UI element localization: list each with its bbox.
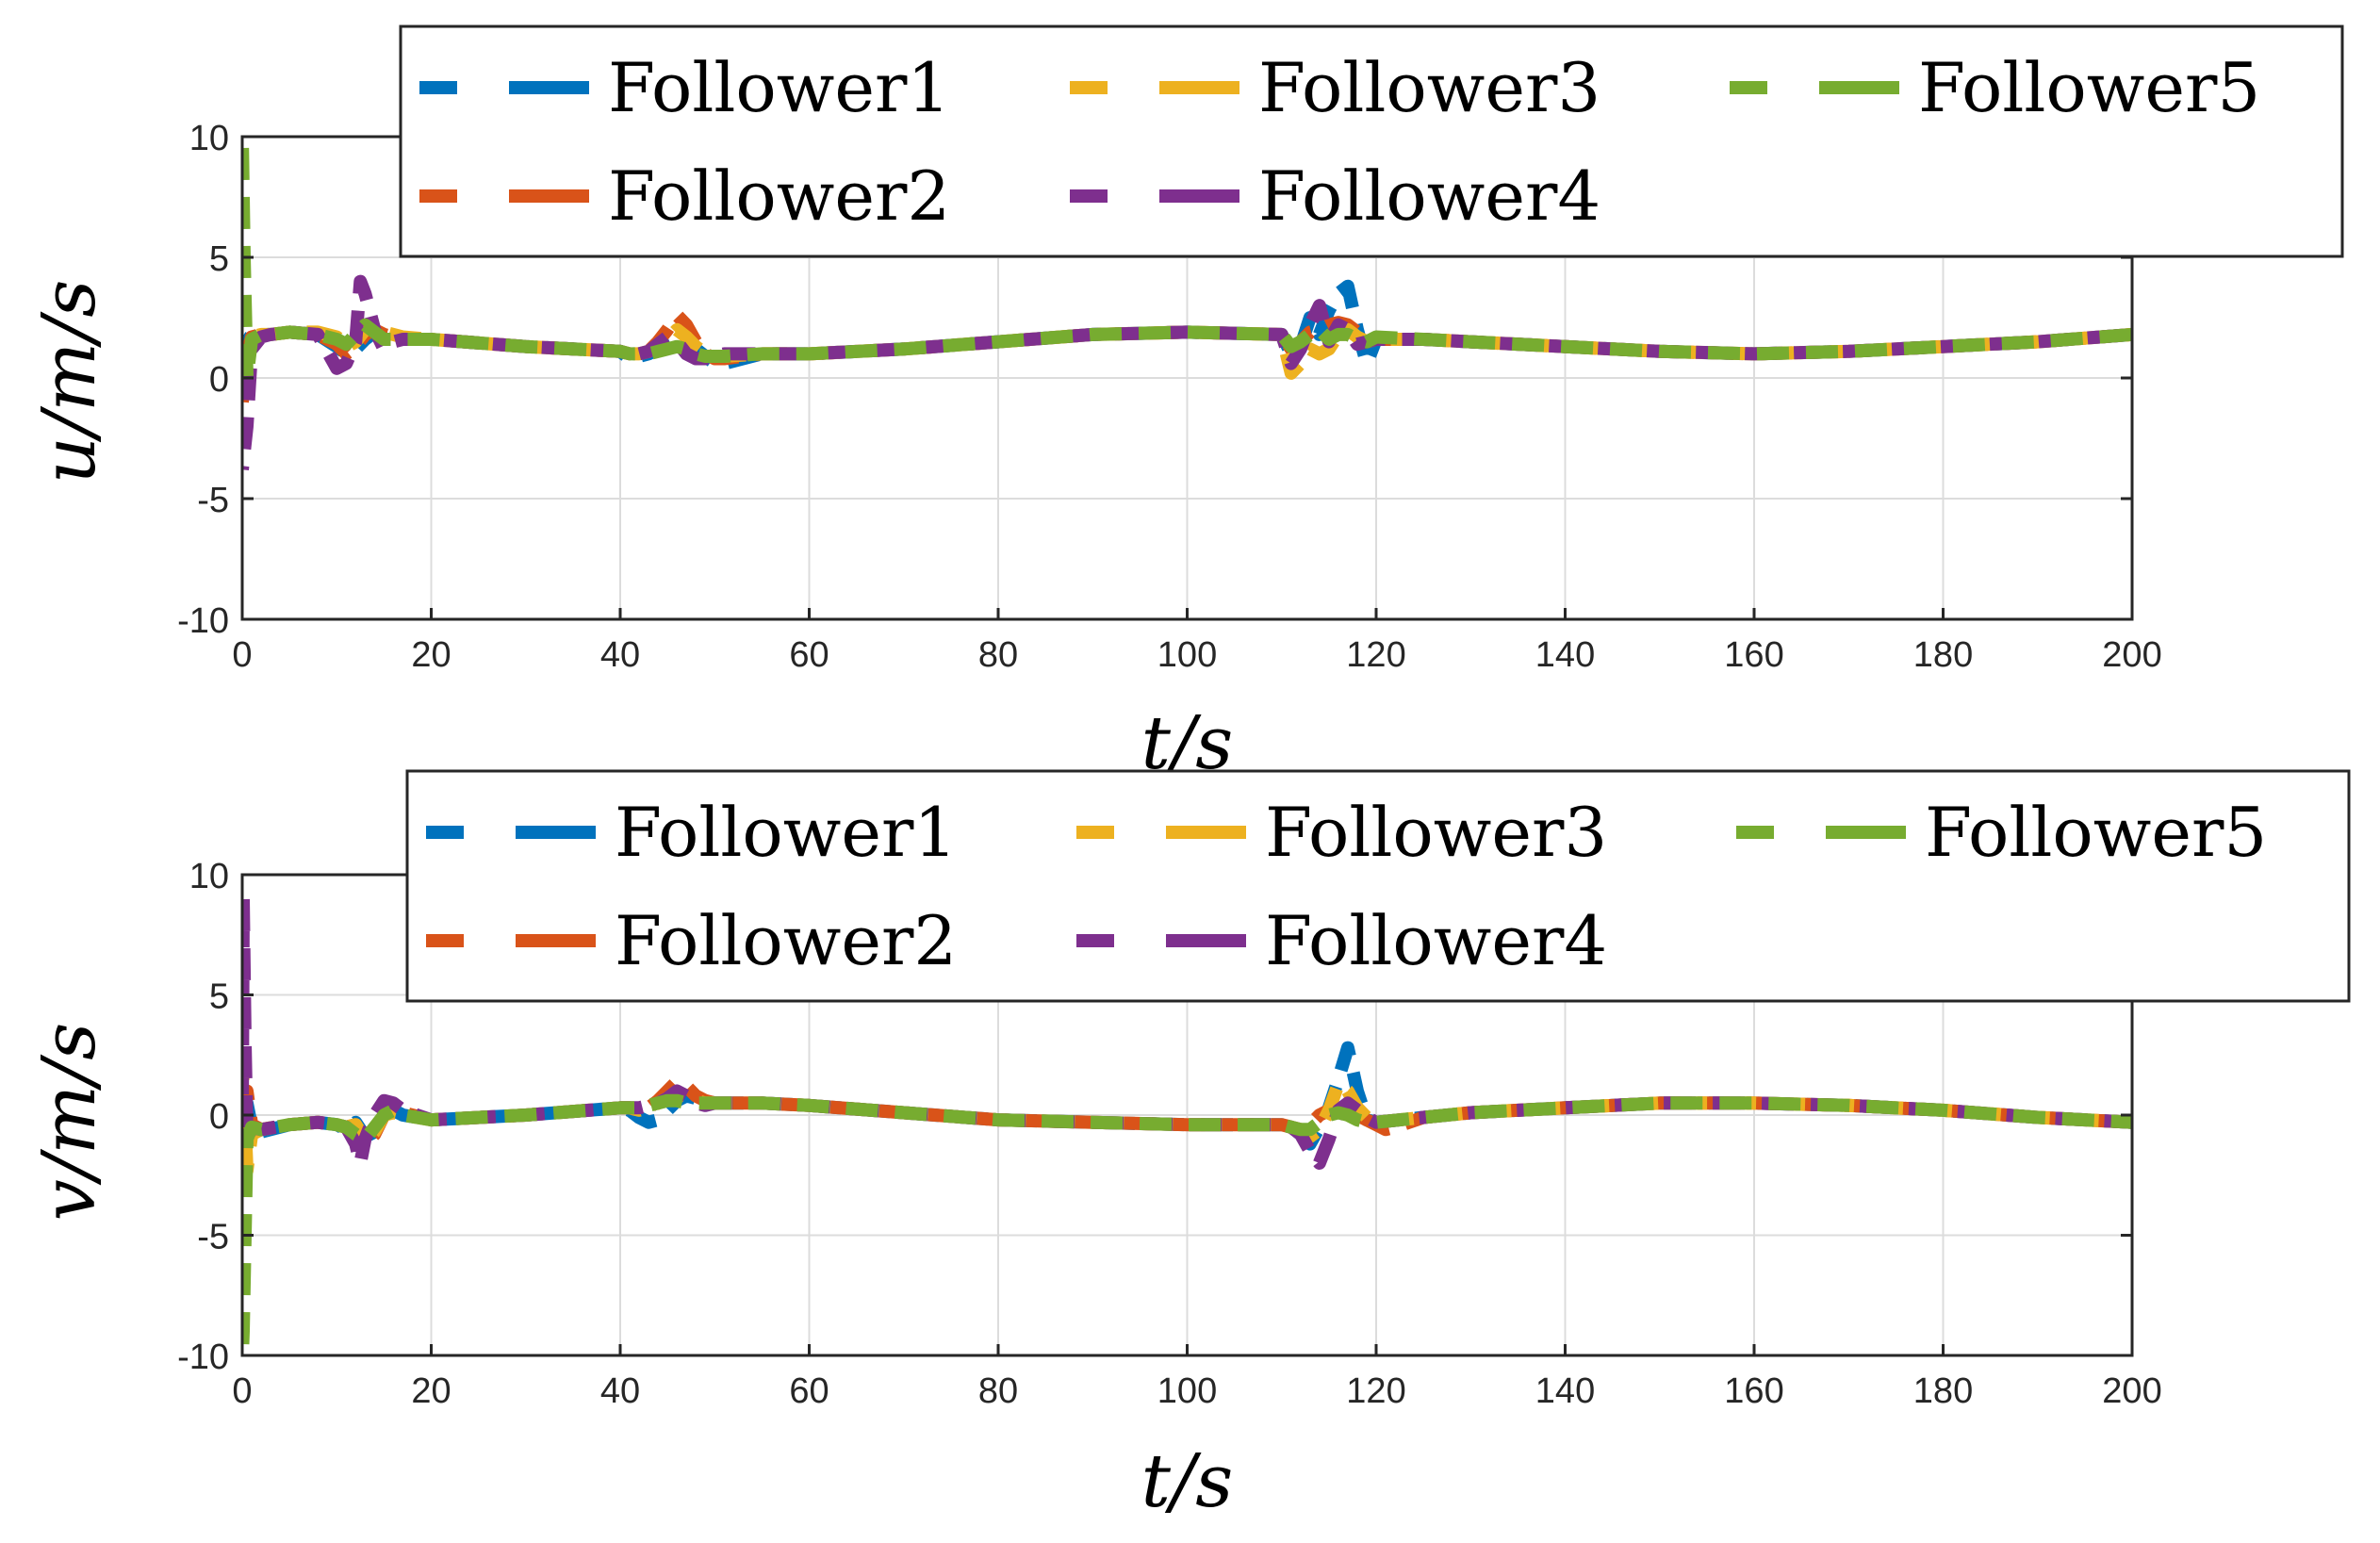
x-tick-label: 140 — [1535, 1371, 1595, 1411]
y-axis-label: v/m/s — [27, 1023, 112, 1222]
x-tick-label: 20 — [411, 1371, 451, 1411]
chart-top: 0 20 40 60 80 100 120 140 160 180 200-10-50510t/su… — [27, 25, 2344, 786]
legend-item-follower1: Follower1 — [426, 793, 957, 872]
series-line-follower5 — [242, 1093, 2132, 1356]
y-tick-label: -10 — [177, 1338, 229, 1377]
x-tick-label: 100 — [1157, 635, 1217, 675]
x-tick-label: 140 — [1535, 635, 1595, 675]
x-tick-label: 120 — [1346, 1371, 1405, 1411]
legend-label: Follower5 — [1925, 793, 2267, 872]
legend-label: Follower5 — [1918, 48, 2260, 127]
x-tick-label: 60 — [789, 1371, 829, 1411]
legend: Follower1 Follower2 Follower3 Follower4 Foll… — [399, 25, 2344, 258]
x-tick-label: 200 — [2102, 635, 2161, 675]
legend-item-follower2: Follower2 — [419, 156, 950, 236]
y-axis-label: u/m/s — [27, 280, 112, 484]
series-line-follower5 — [242, 136, 2132, 385]
y-tick-label: 5 — [209, 977, 229, 1017]
y-tick-label: -10 — [177, 601, 229, 641]
legend-item-follower1: Follower1 — [419, 48, 950, 127]
x-tick-label: 160 — [1724, 635, 1783, 675]
series-group — [242, 136, 2132, 471]
x-tick-label: 0 — [232, 635, 252, 675]
x-axis-label: t/s — [1141, 1439, 1234, 1524]
x-tick-label: 120 — [1346, 635, 1405, 675]
legend-label: Follower1 — [608, 48, 950, 127]
legend-item-follower4: Follower4 — [1076, 901, 1607, 980]
y-tick-label: 0 — [209, 360, 229, 400]
legend-item-follower2: Follower2 — [426, 901, 957, 980]
x-tick-label: 200 — [2102, 1371, 2161, 1411]
x-tick-label: 80 — [978, 635, 1018, 675]
x-tick-label: 100 — [1157, 1371, 1217, 1411]
legend-item-follower5: Follower5 — [1730, 48, 2260, 127]
y-tick-label: -5 — [197, 1218, 229, 1257]
x-tick-label: 180 — [1913, 635, 1973, 675]
legend-label: Follower3 — [1265, 793, 1607, 872]
y-tick-label: 10 — [189, 119, 229, 158]
legend-item-follower5: Follower5 — [1736, 793, 2267, 872]
series-line-follower2 — [242, 1075, 2132, 1151]
legend-label: Follower4 — [1265, 901, 1607, 980]
x-tick-label: 160 — [1724, 1371, 1783, 1411]
x-tick-label: 0 — [232, 1371, 252, 1411]
legend-box — [399, 25, 2344, 258]
series-group — [242, 892, 2132, 1356]
chart-bottom: 0 20 40 60 80 100 120 140 160 180 200 -10 -5 0 5 10 t/s v… — [27, 769, 2351, 1524]
x-tick-label: 20 — [411, 635, 451, 675]
x-tick-label: 180 — [1913, 1371, 1973, 1411]
legend-label: Follower3 — [1258, 48, 1600, 127]
y-tick-label: 10 — [189, 857, 229, 896]
x-tick-label: 40 — [600, 1371, 640, 1411]
legend-box — [405, 769, 2351, 1003]
legend: Follower1 Follower2 Follower3 Follower4 Foll… — [405, 769, 2351, 1003]
legend-item-follower4: Follower4 — [1070, 156, 1600, 236]
y-tick-label: 5 — [209, 239, 229, 279]
legend-label: Follower1 — [615, 793, 957, 872]
legend-label: Follower4 — [1258, 156, 1600, 236]
x-tick-label: 80 — [978, 1371, 1018, 1411]
legend-label: Follower2 — [608, 156, 950, 236]
y-tick-label: 0 — [209, 1097, 229, 1137]
x-tick-label: 60 — [789, 635, 829, 675]
x-tick-label: 40 — [600, 635, 640, 675]
legend-item-follower3: Follower3 — [1070, 48, 1600, 127]
legend-label: Follower2 — [615, 901, 957, 980]
legend-item-follower3: Follower3 — [1076, 793, 1607, 872]
y-tick-label: -5 — [197, 481, 229, 520]
